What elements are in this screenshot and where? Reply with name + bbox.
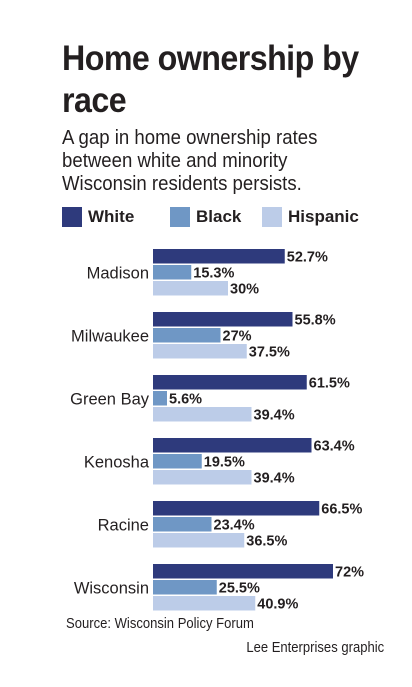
- data-label-racine-hispanic: 36.5%: [246, 534, 287, 550]
- data-label-wisconsin-white: 72%: [335, 565, 364, 581]
- data-label-green-bay-hispanic: 39.4%: [254, 408, 295, 424]
- category-label-wisconsin: Wisconsin: [74, 579, 149, 597]
- chart-subtitle: A gap in home ownership rates between wh…: [62, 127, 318, 195]
- data-label-wisconsin-hispanic: 40.9%: [257, 597, 298, 613]
- category-label-kenosha: Kenosha: [84, 453, 150, 471]
- bar-kenosha-white: [153, 438, 312, 453]
- category-label-racine: Racine: [98, 516, 149, 534]
- legend-swatch-black: [170, 207, 190, 227]
- data-label-wisconsin-black: 25.5%: [219, 581, 260, 597]
- legend: White Black Hispanic: [62, 205, 392, 229]
- source-note: Source: Wisconsin Policy Forum: [66, 616, 254, 632]
- chart-title: Home ownership by race: [62, 39, 359, 120]
- bar-wisconsin-hispanic: [153, 596, 256, 611]
- legend-label-hispanic: Hispanic: [288, 207, 359, 226]
- data-label-green-bay-black: 5.6%: [169, 392, 202, 408]
- bar-wisconsin-white: [153, 564, 333, 579]
- data-label-kenosha-white: 63.4%: [314, 439, 355, 455]
- legend-label-black: Black: [196, 207, 242, 226]
- data-label-milwaukee-black: 27%: [223, 329, 252, 345]
- bar-milwaukee-hispanic: [153, 344, 247, 359]
- bar-wisconsin-black: [153, 580, 217, 595]
- data-label-madison-hispanic: 30%: [230, 282, 259, 298]
- graphic-credit: Lee Enterprises graphic: [246, 640, 384, 656]
- bar-madison-hispanic: [153, 281, 228, 296]
- data-label-racine-white: 66.5%: [321, 502, 362, 518]
- category-label-green-bay: Green Bay: [70, 390, 150, 408]
- data-label-kenosha-hispanic: 39.4%: [254, 471, 295, 487]
- data-label-milwaukee-white: 55.8%: [295, 313, 336, 329]
- bar-madison-black: [153, 265, 192, 280]
- data-label-milwaukee-hispanic: 37.5%: [249, 345, 290, 361]
- bar-green-bay-black: [153, 391, 167, 406]
- category-label-milwaukee: Milwaukee: [71, 327, 149, 345]
- legend-swatch-hispanic: [262, 207, 282, 227]
- legend-swatch-white: [62, 207, 82, 227]
- bar-kenosha-black: [153, 454, 202, 469]
- category-label-madison: Madison: [87, 264, 149, 282]
- bar-green-bay-white: [153, 375, 307, 390]
- legend-item-hispanic: Hispanic: [262, 205, 359, 229]
- data-label-madison-white: 52.7%: [287, 250, 328, 266]
- data-label-madison-black: 15.3%: [193, 266, 234, 282]
- bar-madison-white: [153, 249, 285, 264]
- bar-racine-white: [153, 501, 320, 516]
- bar-milwaukee-white: [153, 312, 293, 327]
- bar-milwaukee-black: [153, 328, 221, 343]
- legend-item-white: White: [62, 205, 134, 229]
- legend-item-black: Black: [170, 205, 241, 229]
- bar-racine-black: [153, 517, 212, 532]
- data-label-kenosha-black: 19.5%: [204, 455, 245, 471]
- bar-racine-hispanic: [153, 533, 245, 548]
- bar-green-bay-hispanic: [153, 407, 252, 422]
- data-label-green-bay-white: 61.5%: [309, 376, 350, 392]
- legend-label-white: White: [88, 207, 135, 226]
- bar-kenosha-hispanic: [153, 470, 252, 485]
- data-label-racine-black: 23.4%: [214, 518, 255, 534]
